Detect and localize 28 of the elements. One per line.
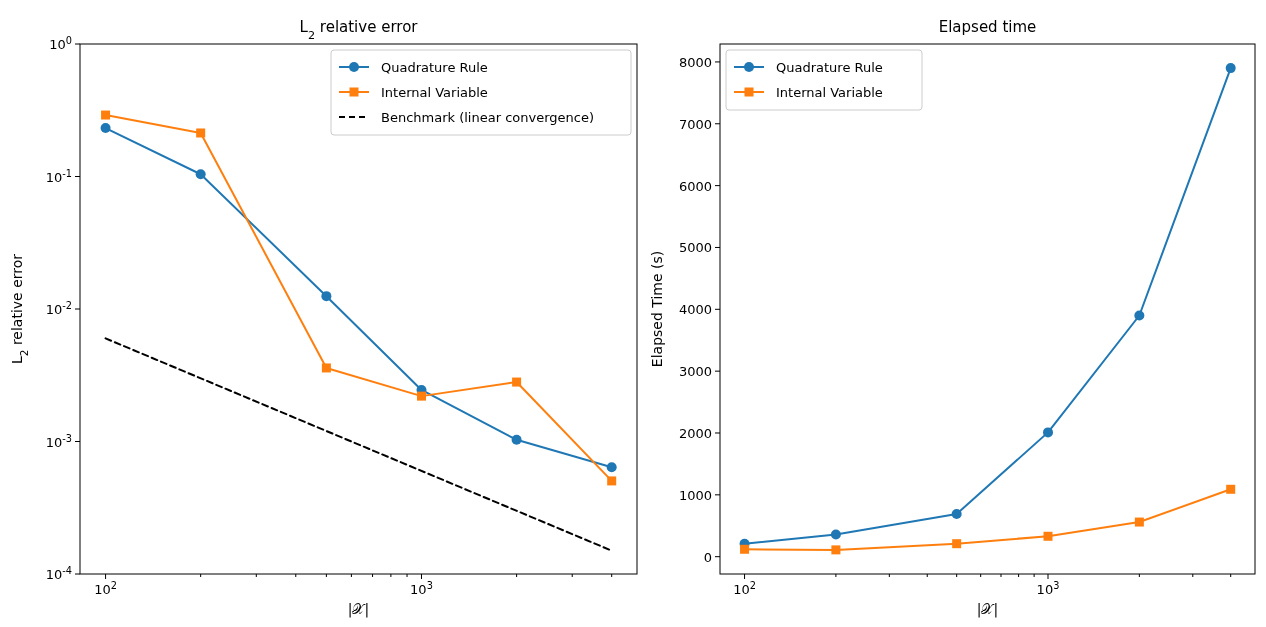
y-tick-label: 3000 (678, 364, 712, 380)
y-tick-label: 10$^{-1}$ (45, 167, 72, 185)
y-tick-label: 0 (703, 549, 712, 565)
x-tick-label: 10$^{2}$ (94, 579, 117, 597)
legend-label: Quadrature Rule (381, 60, 488, 75)
y-tick-label: 10$^{-2}$ (45, 299, 72, 317)
y-tick-label: 2000 (678, 426, 712, 441)
y-tick-label: 10$^{0}$ (49, 34, 72, 52)
y-tick-label: 8000 (678, 54, 712, 70)
y-tick-label: 10$^{-3}$ (45, 432, 72, 450)
y-tick-label: 4000 (678, 302, 712, 318)
y-tick-label: 7000 (678, 116, 712, 132)
y-tick-label: 6000 (678, 178, 712, 194)
y-tick-label: 5000 (678, 240, 712, 256)
legend-label: Benchmark (linear convergence) (381, 110, 595, 125)
chart-title: L$_{2}$ relative error (299, 18, 419, 42)
x-axis-title: |𝒳| (976, 601, 999, 618)
y-axis-title: Elapsed Time (s) (649, 250, 665, 368)
x-tick-label: 10$^{2}$ (733, 579, 756, 597)
y-tick-label: 1000 (678, 487, 712, 503)
legend-label: Quadrature Rule (776, 60, 883, 75)
x-tick-label: 10$^{3}$ (410, 579, 433, 597)
x-tick-label: 10$^{3}$ (1036, 579, 1060, 597)
y-tick-label: 10$^{-4}$ (45, 564, 72, 582)
x-axis-title: |𝒳| (347, 601, 370, 618)
legend-label: Internal Variable (381, 85, 488, 100)
chart-title: Elapsed time (938, 18, 1037, 36)
legend-label: Internal Variable (776, 85, 883, 100)
